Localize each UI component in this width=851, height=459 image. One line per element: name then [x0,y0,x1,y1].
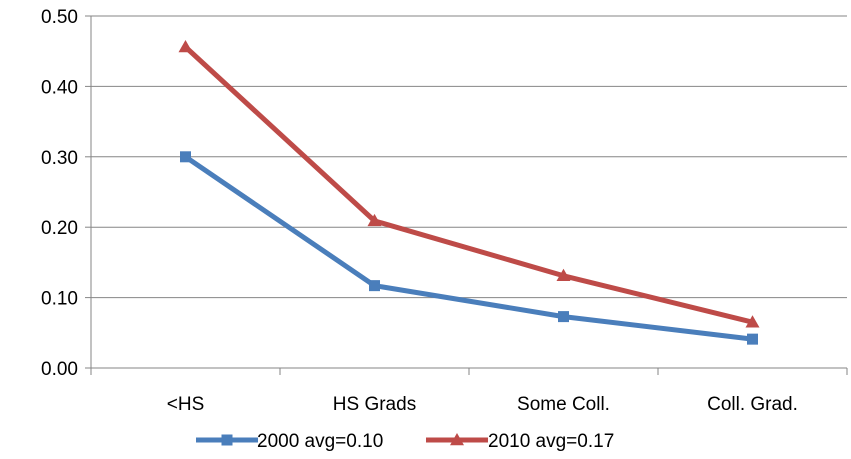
y-tick-label: 0.50 [41,7,78,28]
data-point-2-4 [745,315,760,328]
legend-label: 2000 avg=0.10 [257,431,383,452]
data-point-2-2 [367,213,382,227]
legend-label: 2010 avg=0.17 [488,431,614,452]
data-point-1-2 [369,280,380,292]
legend-item-1: 2000 avg=0.10 [196,431,383,452]
x-tick-label: HS Grads [333,394,416,415]
series-2 [178,39,760,328]
data-point-1-1 [180,151,191,163]
data-point-2-1 [178,39,193,53]
x-tick-label: Coll. Grad. [707,394,798,415]
data-point-2-3 [556,268,571,282]
y-tick-label: 0.10 [41,289,78,310]
data-point-1-4 [747,333,758,345]
y-tick-label: 0.30 [41,148,78,169]
y-tick-label: 0.00 [41,359,78,380]
legend-item-2: 2010 avg=0.17 [426,431,614,452]
legend-swatch-marker [221,434,233,446]
y-tick-label: 0.20 [41,218,78,239]
series-line-1 [183,154,755,342]
legend-swatch-marker [450,433,464,446]
data-point-1-3 [558,311,569,323]
series-line-2 [183,44,755,325]
x-tick-label: Some Coll. [517,394,610,415]
series-1 [180,151,758,345]
y-tick-label: 0.40 [41,77,78,98]
x-tick-label: <HS [167,394,205,415]
y-axis-ticks: 0.00 0.10 0.20 0.30 0.40 0.50 [41,7,91,380]
series-group [178,39,760,345]
x-axis-ticks: <HS HS Grads Some Coll. Coll. Grad. [90,368,848,415]
legend: 2000 avg=0.10 2010 avg=0.17 [196,431,614,452]
